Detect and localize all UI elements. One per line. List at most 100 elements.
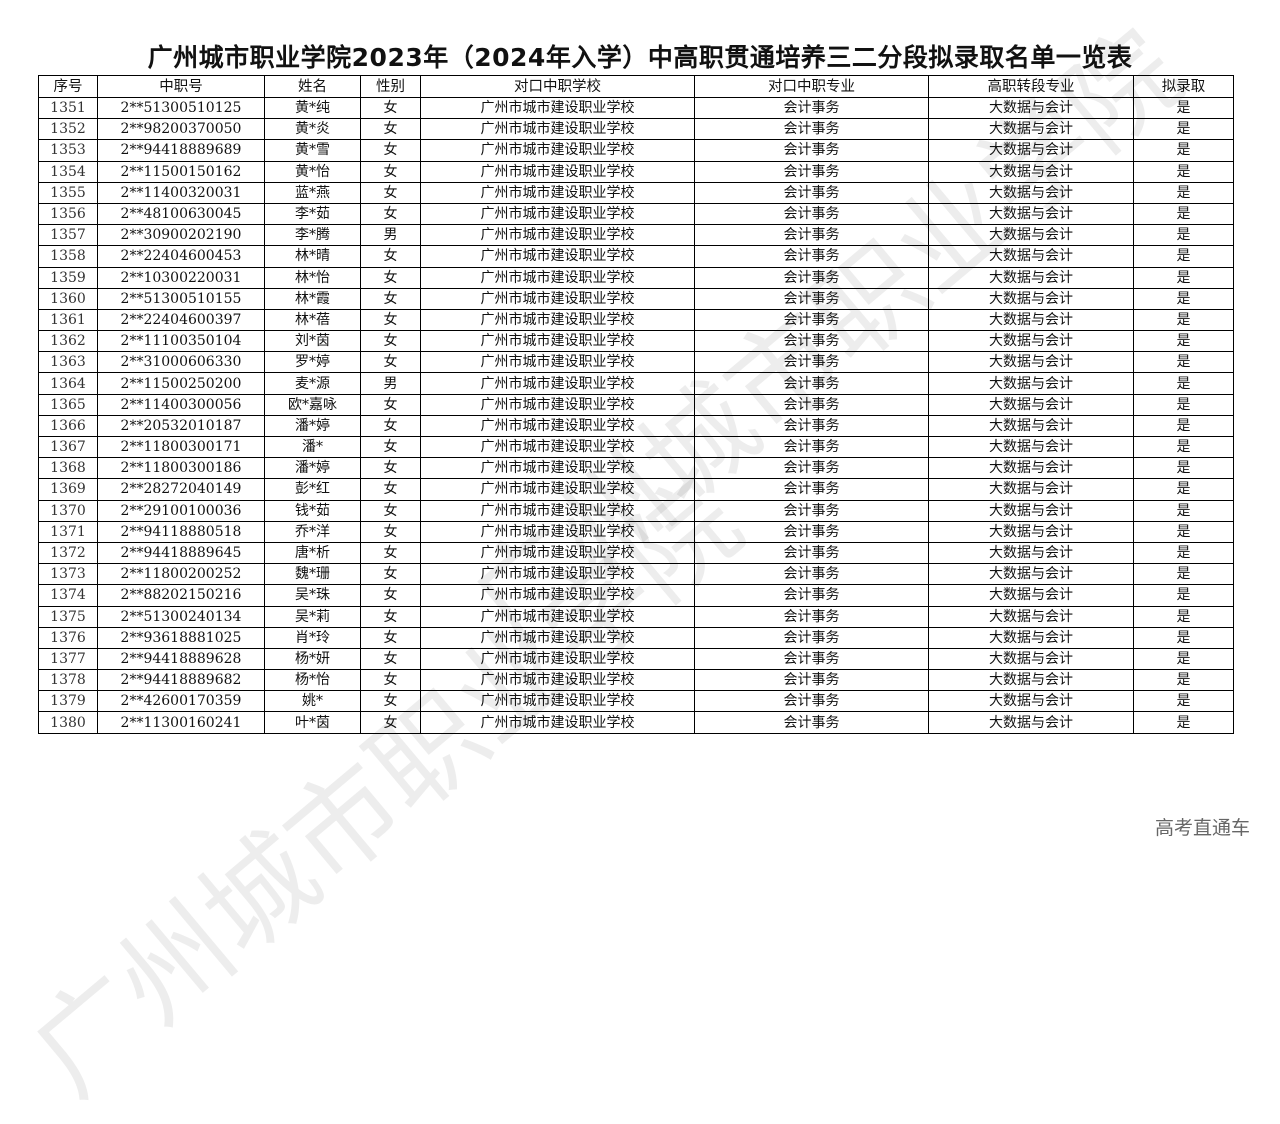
- col-target-major-cell: 大数据与会计: [928, 181, 1134, 204]
- col-target-major-cell: 大数据与会计: [928, 160, 1134, 183]
- header-col-target-major: 高职转段专业: [928, 75, 1134, 98]
- col-student-id-cell: 2**20532010187: [97, 414, 265, 438]
- col-student-id-cell: 2**11300160241: [97, 711, 265, 734]
- col-name-cell: 麦*源: [264, 372, 361, 395]
- col-name-cell: 林*怡: [264, 266, 361, 289]
- col-name-cell: 蓝*燕: [264, 181, 361, 204]
- table-row: 1377 2**94418889628 杨*妍女广州市城市建设职业学校 会计事务 大数据…: [38, 647, 1234, 671]
- table-row: 1378 2**94418889682 杨*怡女广州市城市建设职业学校 会计事务 大数据…: [38, 669, 1234, 692]
- col-major-cell: 会计事务: [694, 711, 929, 734]
- col-school-cell: 广州市城市建设职业学校: [420, 224, 695, 247]
- col-admitted-cell: 是: [1133, 457, 1234, 480]
- col-student-id-cell: 2**94418889689: [97, 139, 265, 162]
- col-name-cell: 李*茹: [264, 202, 361, 226]
- col-target-major-cell: 大数据与会计: [928, 478, 1134, 501]
- col-index-cell: 1379: [38, 690, 98, 713]
- col-school-cell: 广州市城市建设职业学校: [420, 669, 695, 692]
- col-major-cell: 会计事务: [694, 351, 929, 374]
- col-gender-cell: 女: [360, 626, 421, 649]
- col-major-cell: 会计事务: [694, 118, 929, 141]
- col-gender-cell: 女: [360, 520, 421, 543]
- col-gender-cell: 女: [360, 160, 421, 183]
- col-school-cell: 广州市城市建设职业学校: [420, 139, 695, 162]
- col-name-cell: 彭*红: [264, 478, 361, 501]
- table-row: 1356 2**48100630045 李*茹女广州市城市建设职业学校 会计事务 大数据…: [38, 202, 1234, 226]
- col-student-id-cell: 2**10300220031: [97, 266, 265, 289]
- col-major-cell: 会计事务: [694, 414, 929, 438]
- col-admitted-cell: 是: [1133, 605, 1234, 628]
- col-index-cell: 1355: [38, 181, 98, 204]
- col-name-cell: 刘*茵: [264, 330, 361, 353]
- col-target-major-cell: 大数据与会计: [928, 711, 1134, 734]
- col-index-cell: 1365: [38, 393, 98, 416]
- table-row: 1365 2**11400300056 欧*嘉咏女广州市城市建设职业学校 会计事务 大数…: [38, 393, 1234, 416]
- col-major-cell: 会计事务: [694, 372, 929, 395]
- col-school-cell: 广州市城市建设职业学校: [420, 520, 695, 543]
- col-student-id-cell: 2**11800300171: [97, 435, 265, 459]
- col-school-cell: 广州市城市建设职业学校: [420, 393, 695, 416]
- col-gender-cell: 女: [360, 584, 421, 607]
- col-target-major-cell: 大数据与会计: [928, 414, 1134, 438]
- header-col-admitted: 拟录取: [1133, 75, 1234, 98]
- col-target-major-cell: 大数据与会计: [928, 224, 1134, 247]
- col-gender-cell: 女: [360, 139, 421, 162]
- table-row: 1359 2**10300220031 林*怡女广州市城市建设职业学校 会计事务 大数据…: [38, 266, 1234, 289]
- col-major-cell: 会计事务: [694, 499, 929, 522]
- table-row: 1375 2**51300240134 吴*莉女广州市城市建设职业学校 会计事务 大数据…: [38, 605, 1234, 628]
- col-target-major-cell: 大数据与会计: [928, 499, 1134, 522]
- col-index-cell: 1358: [38, 245, 98, 268]
- col-target-major-cell: 大数据与会计: [928, 563, 1134, 586]
- col-gender-cell: 女: [360, 330, 421, 353]
- source-label: 高考直通车: [1154, 817, 1250, 839]
- col-school-cell: 广州市城市建设职业学校: [420, 372, 695, 395]
- header-col-gender: 性别: [360, 75, 421, 98]
- col-name-cell: 杨*妍: [264, 647, 361, 671]
- table-row: 1380 2**11300160241 叶*茵女广州市城市建设职业学校 会计事务 大数据…: [38, 711, 1234, 734]
- col-index-cell: 1373: [38, 563, 98, 586]
- col-admitted-cell: 是: [1133, 414, 1234, 438]
- admission-table: 序号 中职号 姓名 性别 对口中职学校 对口中职专业 高职转段专业 拟录取 1351 2**51…: [38, 75, 1234, 734]
- col-school-cell: 广州市城市建设职业学校: [420, 478, 695, 501]
- col-target-major-cell: 大数据与会计: [928, 647, 1134, 671]
- col-target-major-cell: 大数据与会计: [928, 605, 1134, 628]
- col-major-cell: 会计事务: [694, 266, 929, 289]
- col-gender-cell: 女: [360, 478, 421, 501]
- col-gender-cell: 女: [360, 541, 421, 565]
- col-major-cell: 会计事务: [694, 202, 929, 226]
- col-index-cell: 1366: [38, 414, 98, 438]
- col-index-cell: 1377: [38, 647, 98, 671]
- col-index-cell: 1378: [38, 669, 98, 692]
- col-gender-cell: 女: [360, 711, 421, 734]
- table-row: 1351 2**51300510125 黄*纯女广州市城市建设职业学校 会计事务 大数据…: [38, 96, 1234, 120]
- col-student-id-cell: 2**94118880518: [97, 520, 265, 543]
- col-name-cell: 潘*婷: [264, 414, 361, 438]
- table-row: 1367 2**11800300171 潘* 女广州市城市建设职业学校 会计事务 大数据与…: [38, 435, 1234, 459]
- table-row: 1379 2**42600170359 姚* 女广州市城市建设职业学校 会计事务 大数据与…: [38, 690, 1234, 713]
- col-gender-cell: 女: [360, 202, 421, 226]
- col-gender-cell: 女: [360, 287, 421, 310]
- col-name-cell: 林*蓓: [264, 308, 361, 332]
- page-title: 广州城市职业学院2023年（2024年入学）中高职贯通培养三二分段拟录取名单一览…: [147, 43, 1133, 72]
- col-major-cell: 会计事务: [694, 647, 929, 671]
- col-school-cell: 广州市城市建设职业学校: [420, 245, 695, 268]
- table-row: 1353 2**94418889689 黄*雪女广州市城市建设职业学校 会计事务 大数据…: [38, 139, 1234, 162]
- col-admitted-cell: 是: [1133, 96, 1234, 120]
- col-name-cell: 唐*析: [264, 541, 361, 565]
- col-student-id-cell: 2**93618881025: [97, 626, 265, 649]
- col-target-major-cell: 大数据与会计: [928, 139, 1134, 162]
- col-gender-cell: 女: [360, 605, 421, 628]
- col-gender-cell: 男: [360, 372, 421, 395]
- table-row: 1373 2**11800200252 魏*珊女广州市城市建设职业学校 会计事务 大数据…: [38, 563, 1234, 586]
- col-name-cell: 潘*婷: [264, 457, 361, 480]
- col-index-cell: 1369: [38, 478, 98, 501]
- col-admitted-cell: 是: [1133, 308, 1234, 332]
- col-school-cell: 广州市城市建设职业学校: [420, 647, 695, 671]
- col-gender-cell: 女: [360, 563, 421, 586]
- col-admitted-cell: 是: [1133, 202, 1234, 226]
- col-name-cell: 吴*珠: [264, 584, 361, 607]
- col-target-major-cell: 大数据与会计: [928, 266, 1134, 289]
- col-school-cell: 广州市城市建设职业学校: [420, 457, 695, 480]
- col-major-cell: 会计事务: [694, 139, 929, 162]
- col-index-cell: 1364: [38, 372, 98, 395]
- col-gender-cell: 女: [360, 690, 421, 713]
